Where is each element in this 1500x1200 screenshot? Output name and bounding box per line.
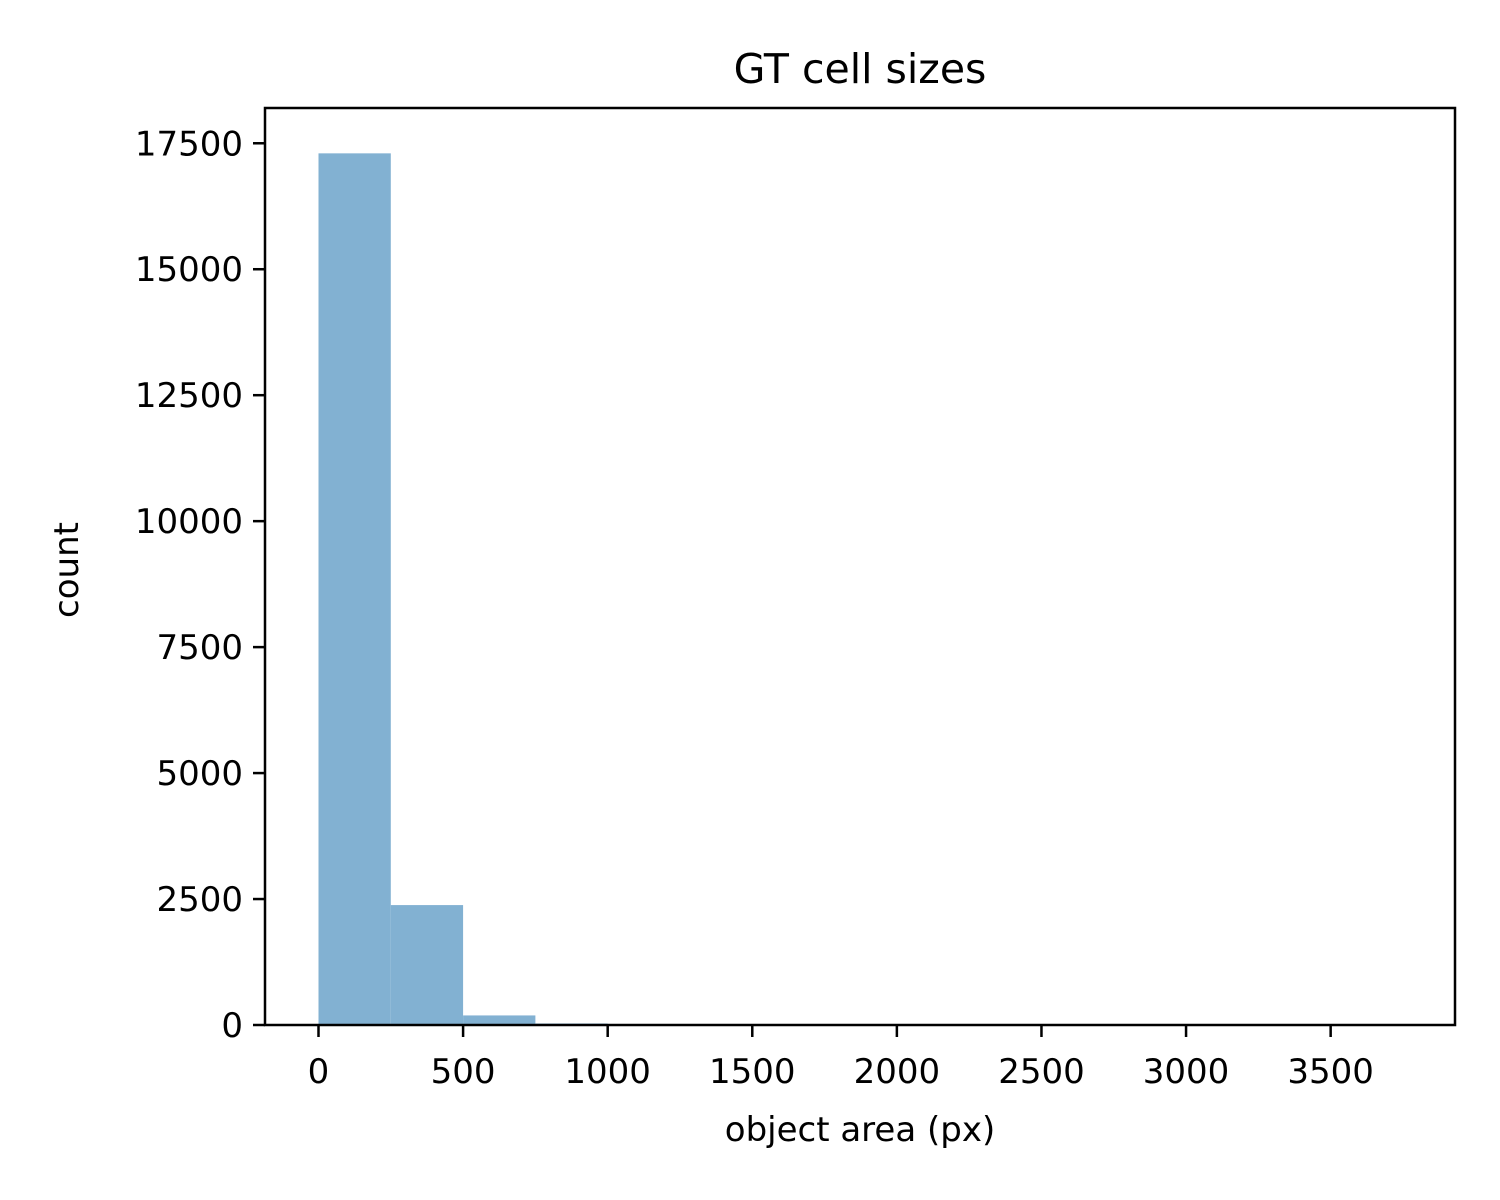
y-tick-label: 10000 [135,502,243,542]
y-axis: 0 2500 5000 7500 10000 12500 15000 17500 [135,124,265,1046]
y-tick-label: 12500 [135,376,243,416]
y-tick-label: 17500 [135,124,243,164]
x-axis-label: object area (px) [725,1110,995,1150]
histogram-bar-2 [463,1015,536,1025]
x-tick-label: 2500 [998,1052,1085,1092]
plot-frame [263,106,1457,1027]
x-tick-label: 3500 [1287,1052,1374,1092]
y-axis-label: count [47,522,87,618]
x-tick-label: 1000 [564,1052,651,1092]
histogram-bar-1 [390,905,464,1025]
y-tick-label: 7500 [156,628,243,668]
x-axis: 0 500 1000 1500 2000 2500 3000 3500 [308,1025,1374,1092]
x-tick-label: 1500 [709,1052,796,1092]
histogram-bar-0 [318,153,391,1025]
x-tick-label: 500 [431,1052,496,1092]
x-tick-label: 2000 [854,1052,941,1092]
chart-title: GT cell sizes [734,45,987,93]
y-tick-label: 0 [221,1006,243,1046]
x-tick-label: 0 [308,1052,330,1092]
y-tick-label: 15000 [135,250,243,290]
x-tick-label: 3000 [1143,1052,1230,1092]
y-tick-label: 2500 [156,880,243,920]
histogram-bars [318,153,1403,1025]
y-tick-label: 5000 [156,754,243,794]
